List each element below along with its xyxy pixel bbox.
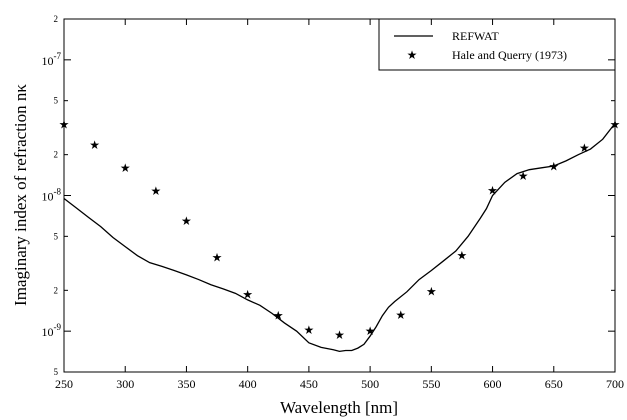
data-point-star: ★: [242, 288, 253, 302]
data-point-star: ★: [89, 138, 100, 152]
y-tick-minor-label: 2: [54, 150, 59, 160]
legend-box: [378, 18, 616, 71]
data-point-star: ★: [365, 324, 376, 338]
y-tick-minor-label: 5: [54, 231, 59, 241]
y-tick-label: 10-7: [42, 51, 62, 68]
x-tick-label: 550: [422, 377, 440, 391]
x-tick-label: 300: [116, 377, 134, 391]
y-tick-label: 10-8: [42, 187, 62, 204]
y-axis: 10-9 10-8 10-7 5 2 5 2 5 2: [42, 14, 615, 377]
data-point-star: ★: [120, 161, 131, 175]
data-point-star: ★: [426, 285, 437, 299]
y-tick-minor-label: 5: [54, 367, 59, 377]
y-tick-label: 10-9: [42, 322, 62, 339]
data-point-star: ★: [304, 323, 315, 337]
data-point-star: ★: [334, 328, 345, 342]
x-tick-label: 650: [545, 377, 563, 391]
data-point-star: ★: [518, 169, 529, 183]
legend: REFWAT ★ Hale and Querry (1973): [378, 18, 616, 71]
data-point-star: ★: [181, 214, 192, 228]
data-point-star: ★: [212, 250, 223, 264]
legend-label-refwat: REFWAT: [452, 29, 499, 43]
y-axis-title: Imaginary index of refraction nκ: [11, 84, 30, 306]
x-tick-label: 350: [177, 377, 195, 391]
series-layer: ★ ★ ★ ★ ★ ★ ★ ★ ★ ★ ★ ★ ★ ★ ★ ★ ★ ★ ★: [59, 117, 621, 353]
data-point-star: ★: [610, 117, 621, 131]
series-line-refwat: [63, 123, 616, 353]
data-point-star: ★: [457, 249, 468, 263]
x-axis-title: Wavelength [nm]: [280, 398, 398, 417]
x-tick-label: 250: [55, 377, 73, 391]
y-tick-minor-label: 2: [54, 285, 59, 295]
data-point-star: ★: [59, 117, 70, 131]
x-tick-label: 400: [239, 377, 257, 391]
y-tick-minor-label: 5: [54, 96, 59, 106]
x-axis: 250 300 350 400 450 500 550 600 650 700: [55, 19, 624, 391]
legend-star-sample: ★: [407, 48, 418, 62]
data-point-star: ★: [395, 308, 406, 322]
plot-frame: [63, 18, 616, 373]
x-tick-label: 600: [484, 377, 502, 391]
x-tick-label: 450: [300, 377, 318, 391]
legend-label-hale-querry: Hale and Querry (1973): [452, 48, 567, 62]
data-point-star: ★: [487, 183, 498, 197]
x-tick-label: 500: [361, 377, 379, 391]
data-point-star: ★: [273, 309, 284, 323]
data-point-star: ★: [548, 159, 559, 173]
data-point-star: ★: [579, 141, 590, 155]
x-tick-label: 700: [606, 377, 624, 391]
data-point-star: ★: [150, 184, 161, 198]
y-tick-minor-label: 2: [54, 14, 59, 24]
